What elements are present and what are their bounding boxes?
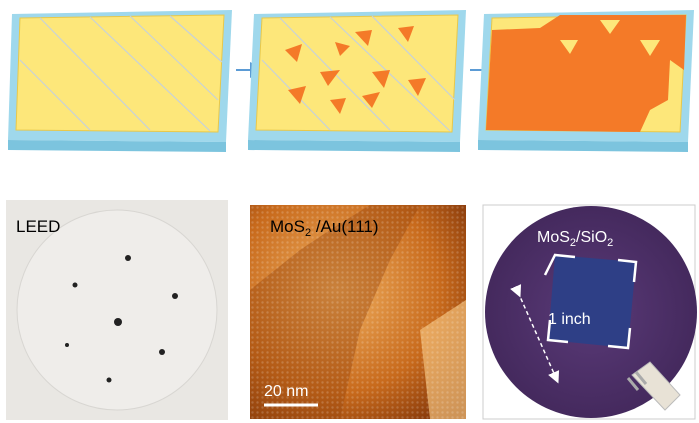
panel-label: MoS2/SiO2 <box>537 229 613 249</box>
wafer-panel: 1 inch MoS2/SiO2 <box>482 204 697 420</box>
plate-bare <box>8 10 232 152</box>
panel-label: LEED <box>16 217 60 236</box>
label-part: MoS <box>537 229 570 246</box>
stm-panel: MoS2 /Au(111) 20 nm <box>250 205 466 419</box>
label-part: 2 <box>607 237 613 249</box>
label-part: /SiO <box>576 229 607 246</box>
dimension-arrow <box>510 284 560 384</box>
label-part: 2 <box>305 227 311 239</box>
label-part: 2 <box>570 237 576 249</box>
plate-islands <box>248 10 466 152</box>
panel-label: MoS2 /Au(111) <box>270 217 379 239</box>
label-part: /Au(111) <box>311 217 378 236</box>
scale-label: 20 nm <box>264 383 308 400</box>
leed-panel: LEED <box>6 200 228 420</box>
label-part: MoS <box>270 217 305 236</box>
dimension-label: 1 inch <box>548 311 591 328</box>
plate-film <box>478 10 694 152</box>
tweezers <box>626 361 681 411</box>
